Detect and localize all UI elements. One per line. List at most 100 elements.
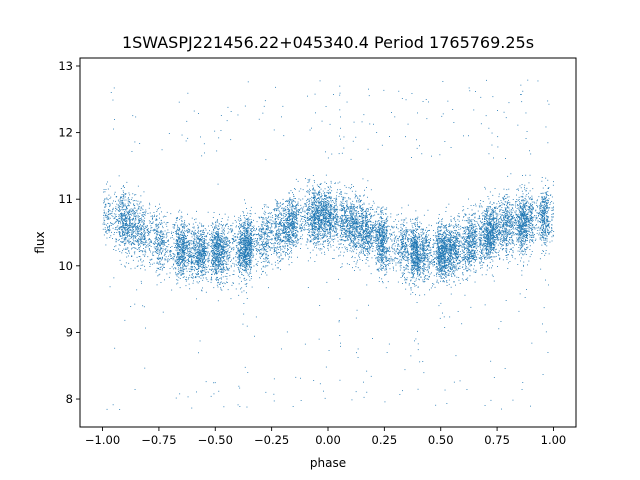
- data-point: [443, 245, 445, 247]
- data-point: [122, 234, 124, 236]
- data-point: [349, 234, 351, 236]
- data-point: [289, 192, 290, 194]
- data-point: [113, 277, 115, 279]
- data-point: [351, 221, 353, 222]
- data-point: [447, 242, 449, 244]
- data-point: [374, 225, 376, 227]
- data-point: [232, 222, 234, 224]
- data-point: [388, 247, 390, 249]
- data-point: [228, 231, 230, 233]
- data-point: [250, 272, 252, 274]
- data-point: [214, 273, 215, 275]
- data-point: [225, 246, 227, 248]
- data-point: [190, 276, 192, 278]
- data-point: [115, 213, 117, 215]
- data-point: [203, 245, 205, 247]
- data-point: [236, 246, 237, 248]
- data-point: [482, 215, 484, 217]
- data-point: [474, 243, 476, 245]
- data-point: [424, 248, 426, 249]
- data-point: [365, 248, 367, 250]
- data-point: [121, 203, 123, 205]
- data-point: [189, 252, 190, 254]
- data-point: [245, 270, 247, 272]
- data-point: [263, 222, 265, 224]
- data-point: [293, 227, 295, 229]
- data-point: [155, 232, 157, 234]
- data-point: [503, 231, 505, 233]
- data-point: [187, 255, 189, 257]
- data-point: [468, 260, 470, 262]
- data-point: [354, 193, 356, 195]
- data-point: [472, 219, 474, 221]
- data-point: [458, 255, 459, 257]
- data-point: [194, 233, 196, 235]
- data-point: [426, 257, 428, 259]
- data-point: [441, 252, 443, 253]
- data-point: [514, 234, 516, 236]
- data-point: [443, 246, 445, 248]
- data-point: [546, 219, 548, 221]
- data-point: [133, 226, 135, 228]
- data-point: [443, 242, 445, 243]
- data-point: [346, 228, 348, 230]
- data-point: [345, 186, 347, 188]
- data-point: [446, 282, 448, 283]
- data-point: [363, 240, 365, 242]
- data-point: [389, 260, 390, 262]
- data-point: [261, 217, 263, 218]
- data-point: [102, 228, 104, 230]
- data-point: [181, 252, 183, 254]
- data-point: [244, 238, 246, 240]
- data-point: [489, 223, 490, 224]
- data-point: [251, 226, 253, 227]
- data-point: [165, 248, 167, 250]
- data-point: [539, 210, 541, 211]
- data-point: [313, 228, 314, 229]
- data-point: [130, 223, 132, 225]
- data-point: [470, 252, 472, 254]
- data-point: [410, 272, 412, 274]
- data-point: [523, 205, 525, 207]
- data-point: [263, 258, 265, 260]
- data-point: [211, 250, 213, 252]
- data-point: [552, 209, 554, 211]
- data-point: [146, 230, 148, 231]
- data-point: [117, 206, 119, 208]
- data-point: [224, 234, 225, 236]
- data-point: [539, 258, 541, 260]
- data-point: [489, 217, 491, 219]
- data-point: [214, 272, 216, 273]
- data-point: [280, 241, 282, 243]
- data-point: [500, 232, 502, 233]
- data-point: [240, 219, 242, 221]
- data-point: [249, 263, 251, 265]
- data-point: [346, 236, 348, 238]
- data-point: [285, 206, 287, 207]
- data-point: [493, 157, 494, 159]
- data-point: [284, 243, 286, 245]
- data-point: [471, 231, 473, 233]
- data-point: [496, 224, 497, 226]
- data-point: [543, 231, 544, 233]
- data-point: [433, 275, 435, 277]
- data-point: [495, 217, 497, 219]
- data-point: [262, 219, 264, 221]
- data-point: [244, 277, 246, 279]
- data-point: [302, 216, 303, 217]
- data-point: [477, 253, 479, 255]
- data-point: [377, 260, 379, 262]
- data-point: [377, 253, 379, 255]
- data-point: [227, 239, 229, 241]
- data-point: [256, 221, 258, 223]
- data-point: [125, 237, 127, 239]
- data-point: [239, 266, 241, 268]
- data-point: [313, 207, 315, 209]
- data-point: [217, 231, 219, 232]
- data-point: [488, 237, 490, 239]
- data-point: [116, 208, 117, 210]
- data-point: [149, 266, 151, 267]
- data-point: [289, 223, 291, 225]
- data-point: [361, 243, 363, 245]
- data-point: [284, 232, 286, 233]
